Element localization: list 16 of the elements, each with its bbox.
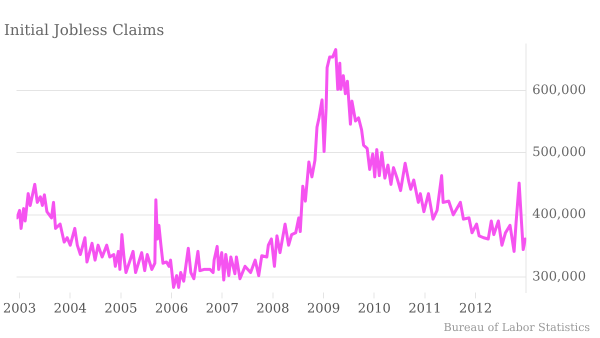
x-tick-label: 2004 <box>54 302 87 317</box>
x-tick-label: 2008 <box>256 302 290 317</box>
x-tick-label: 2012 <box>459 302 492 317</box>
x-tick-label: 2005 <box>104 302 138 317</box>
y-tick-label: 400,000 <box>532 207 586 222</box>
x-tick-label: 2003 <box>3 302 36 317</box>
text: Bureau of Labor Statistics <box>444 321 590 334</box>
y-tick-label: 600,000 <box>532 82 586 98</box>
x-tick-label: 2007 <box>206 302 239 317</box>
x-tick-label: 2011 <box>408 302 442 317</box>
x-tick-label: 2010 <box>358 302 391 317</box>
y-tick-label: 300,000 <box>532 269 586 284</box>
x-tick-label: 2009 <box>307 302 340 317</box>
y-tick-label: 500,000 <box>532 145 586 160</box>
chart-title: Initial Jobless Claims <box>4 20 164 39</box>
x-tick-label: 2006 <box>155 302 188 317</box>
